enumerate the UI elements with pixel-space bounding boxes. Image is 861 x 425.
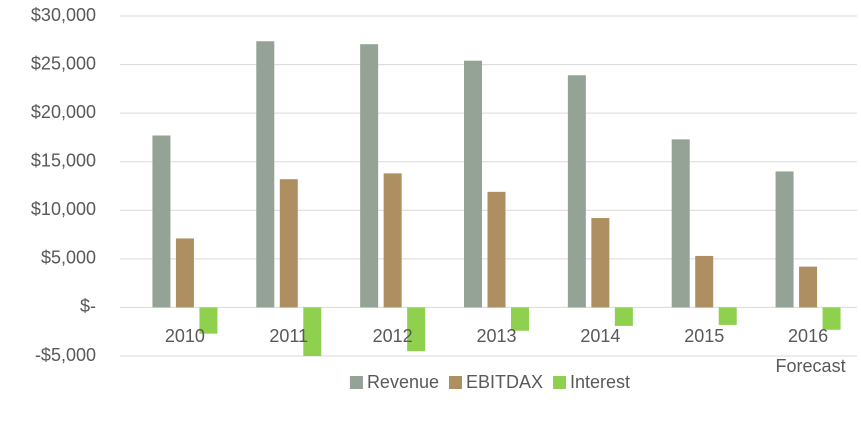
bar [695, 255, 714, 308]
legend-label: Revenue [367, 372, 439, 392]
bar [614, 307, 633, 326]
y-tick-label: $25,000 [31, 53, 96, 73]
y-tick-label: $15,000 [31, 150, 96, 170]
bar [822, 307, 841, 330]
x-tick-label: 2010 [165, 326, 205, 346]
bar [718, 307, 737, 325]
legend-item: Revenue [349, 372, 439, 392]
bar [175, 238, 194, 308]
bar [464, 60, 482, 308]
legend-label: EBITDAX [466, 372, 543, 392]
bar [487, 191, 506, 308]
bar [152, 135, 171, 308]
legend-swatch [449, 376, 462, 389]
x-tick-label: 2014 [580, 326, 620, 346]
x-tick-label: 2012 [373, 326, 413, 346]
y-tick-label: $30,000 [31, 5, 96, 25]
legend-item: EBITDAX [449, 372, 543, 392]
bar [799, 266, 818, 308]
bar [775, 171, 794, 308]
y-tick-label: $20,000 [31, 102, 96, 122]
legend-swatch [553, 376, 567, 389]
bar [256, 41, 275, 308]
y-tick-label: $10,000 [31, 199, 96, 219]
bar [567, 75, 586, 308]
y-tick-label: $- [80, 296, 96, 316]
bar [279, 179, 298, 308]
bar [303, 307, 322, 356]
legend-item: Interest [553, 372, 630, 392]
bar [511, 307, 529, 331]
bar [383, 173, 402, 308]
x-tick-label: 2016 Forecast [771, 326, 846, 376]
x-tick-label: 2011 [269, 326, 308, 346]
bar [591, 218, 610, 308]
y-tick-label: -$5,000 [35, 345, 96, 365]
legend-label: Interest [570, 372, 630, 392]
bar [360, 44, 379, 308]
x-tick-label: 2013 [476, 326, 516, 346]
bar [671, 139, 690, 308]
x-tick-label: 2015 [684, 326, 724, 346]
bar [407, 307, 426, 352]
bar [199, 307, 218, 334]
legend-swatch [349, 376, 363, 389]
y-tick-label: $5,000 [41, 248, 96, 268]
